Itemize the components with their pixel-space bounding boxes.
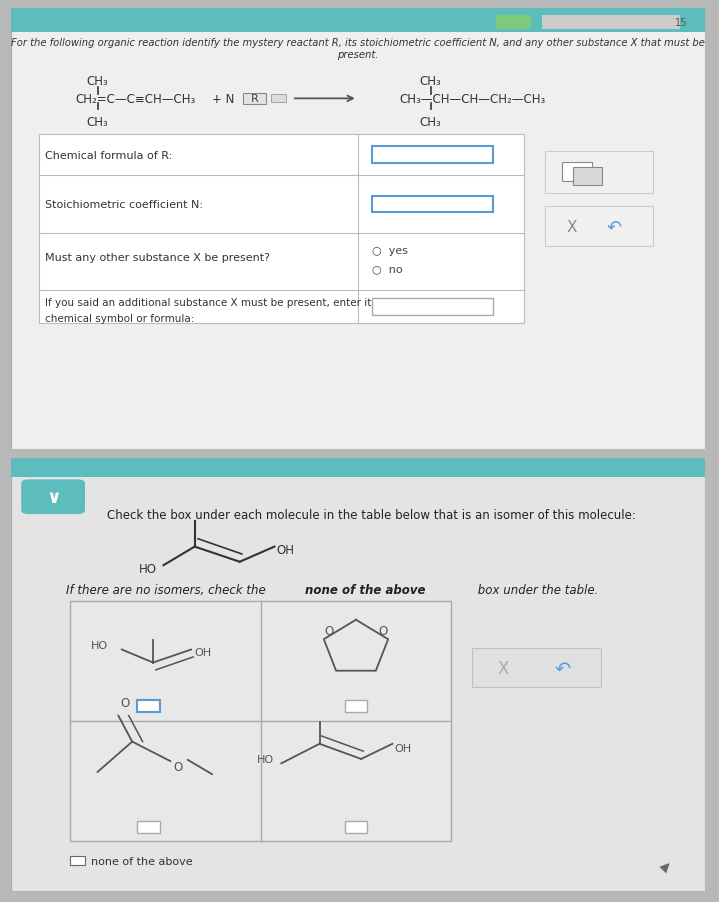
Text: For the following organic reaction identify the mystery reactant R, its stoichio: For the following organic reaction ident…: [11, 38, 705, 60]
Text: Stoichiometric coefficient N:: Stoichiometric coefficient N:: [45, 200, 203, 210]
Text: O: O: [324, 624, 333, 638]
Bar: [496, 15, 531, 30]
Text: HO: HO: [139, 562, 157, 575]
Text: none of the above: none of the above: [91, 856, 192, 866]
Bar: [545, 152, 653, 194]
FancyBboxPatch shape: [21, 480, 85, 514]
Text: CH₃: CH₃: [86, 75, 109, 88]
Text: X: X: [498, 659, 509, 677]
Text: ↶: ↶: [607, 218, 622, 236]
Bar: [611, 15, 646, 30]
Text: CH₃—CH—CH—CH₂—CH₃: CH₃—CH—CH—CH₂—CH₃: [399, 93, 545, 106]
Bar: [70, 857, 85, 865]
Text: OH: OH: [277, 544, 295, 557]
Text: Check the box under each molecule in the table below that is an isomer of this m: Check the box under each molecule in the…: [107, 508, 636, 521]
Bar: [573, 168, 602, 186]
Bar: [11, 458, 705, 478]
Bar: [545, 207, 653, 247]
Bar: [137, 701, 160, 713]
Text: ↶: ↶: [554, 658, 571, 677]
Text: If there are no isomers, check the: If there are no isomers, check the: [66, 584, 270, 597]
Text: HO: HO: [257, 754, 275, 764]
Text: ○  no: ○ no: [372, 263, 402, 273]
Bar: [243, 94, 266, 105]
Text: If you said an additional substance X must be present, enter its: If you said an additional substance X mu…: [45, 298, 377, 308]
Text: O: O: [121, 696, 130, 709]
Bar: [345, 701, 367, 713]
Bar: [372, 299, 493, 316]
Text: ○  yes: ○ yes: [372, 246, 408, 256]
Text: OH: OH: [395, 743, 411, 753]
Text: Chemical formula of R:: Chemical formula of R:: [45, 151, 173, 161]
Text: CH₃: CH₃: [420, 75, 441, 88]
Bar: [271, 96, 286, 103]
Text: CH₂=C—C≡CH—CH₃: CH₂=C—C≡CH—CH₃: [75, 93, 196, 106]
Bar: [562, 163, 592, 181]
Text: HO: HO: [91, 640, 108, 649]
Text: Must any other substance X be present?: Must any other substance X be present?: [45, 253, 270, 262]
Text: chemical symbol or formula:: chemical symbol or formula:: [45, 313, 195, 323]
Bar: [39, 134, 524, 324]
Text: CH₃: CH₃: [86, 115, 109, 128]
Text: O: O: [379, 624, 388, 638]
Text: X: X: [566, 219, 577, 235]
Text: box under the table.: box under the table.: [474, 584, 598, 597]
Text: + N: + N: [212, 93, 234, 106]
Bar: [372, 147, 493, 164]
Text: CH₃: CH₃: [420, 115, 441, 128]
Bar: [11, 9, 705, 33]
Bar: [646, 15, 680, 30]
Bar: [372, 197, 493, 213]
Bar: [70, 601, 452, 842]
Bar: [345, 821, 367, 833]
Bar: [541, 15, 576, 30]
Bar: [137, 821, 160, 833]
Text: O: O: [174, 760, 183, 773]
Text: ▲: ▲: [659, 857, 674, 873]
Bar: [576, 15, 611, 30]
Text: none of the above: none of the above: [305, 584, 426, 597]
Text: OH: OH: [195, 647, 212, 657]
Text: 15: 15: [675, 18, 687, 28]
Bar: [472, 649, 600, 687]
Text: R: R: [250, 95, 258, 105]
Text: ∨: ∨: [46, 488, 60, 506]
